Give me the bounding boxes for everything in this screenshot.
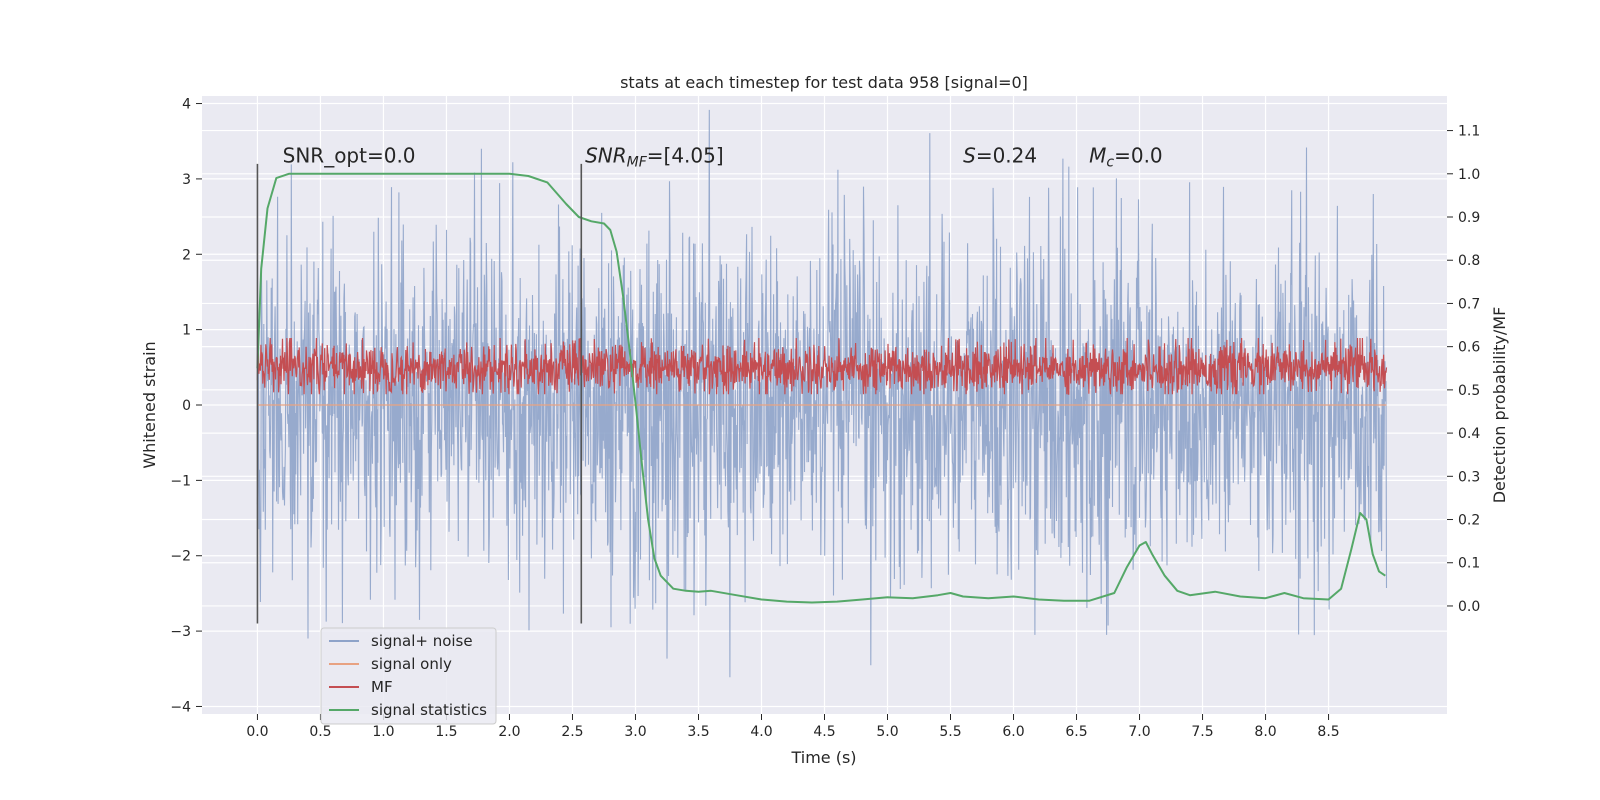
y-tick-label-right: 1.1: [1458, 124, 1480, 140]
annotation-snr-opt-snr-opt: SNR_opt=0.0: [283, 143, 416, 167]
x-tick-label: 0.0: [246, 724, 268, 740]
legend-label-signal-only: signal only: [371, 655, 452, 673]
y-axis-right: 1.1 1.0 0.9 0.8 0.7 0.6 0.5 0.4 0.3 0.2 0.1 0.0: [1447, 124, 1480, 615]
x-tick-label: 8.5: [1317, 724, 1339, 740]
legend-label-signal-statistics: signal statistics: [371, 701, 487, 719]
x-tick-label: 2.0: [498, 724, 520, 740]
x-tick-label: 1.5: [435, 724, 457, 740]
annotation-s-s-var: S: [963, 143, 976, 167]
x-tick-label: 4.0: [750, 724, 772, 740]
x-tick-label: 5.0: [876, 724, 898, 740]
y-tick-label-right: 0.5: [1458, 383, 1480, 399]
series-signal-noise: [256, 109, 1388, 678]
x-tick-label: 4.5: [813, 724, 835, 740]
annotation-mc-mc-sub: c: [1106, 154, 1114, 170]
y-tick-label-left: −4: [170, 699, 191, 715]
y-tick-label-right: 0.4: [1458, 426, 1480, 442]
legend-item-signal-statistics: signal statistics: [329, 701, 487, 719]
series-mf: [256, 337, 1388, 395]
y-tick-label-left: −2: [170, 549, 191, 565]
y-tick-label-right: 0.1: [1458, 556, 1480, 572]
y-tick-label-left: 1: [182, 323, 191, 339]
x-axis-label: Time (s): [790, 748, 856, 767]
y-tick-label-left: 4: [182, 97, 191, 113]
x-tick-label: 3.5: [687, 724, 709, 740]
y-tick-label-left: −3: [170, 624, 191, 640]
x-tick-label: 5.5: [939, 724, 961, 740]
annotation-mc: Mc=0.0: [1089, 143, 1163, 170]
chart-title: stats at each timestep for test data 958…: [620, 73, 1028, 92]
y-axis-right-label: Detection probability/MF: [1490, 307, 1509, 504]
annotation-snr-mf-snr-mf-val: =[4.05]: [647, 143, 724, 167]
y-tick-label-left: −1: [170, 473, 191, 489]
annotation-mc-mc-var: M: [1089, 143, 1106, 167]
legend: signal+ noise signal only MF signal stat…: [320, 627, 497, 725]
annotation-snr-mf-snr-mf-sub: MF: [627, 154, 648, 170]
x-tick-label: 2.5: [561, 724, 583, 740]
legend-box: [320, 627, 497, 725]
x-tick-label: 8.0: [1254, 724, 1276, 740]
legend-label-mf: MF: [371, 678, 393, 696]
y-tick-label-right: 0.8: [1458, 253, 1480, 269]
y-tick-label-right: 0.9: [1458, 210, 1480, 226]
y-tick-label-right: 0.6: [1458, 340, 1480, 356]
y-tick-label-right: 1.0: [1458, 167, 1480, 183]
annotations: SNR_opt=0.0 SNRMF=[4.05] S=0.24 Mc=0.0: [283, 143, 1163, 170]
x-tick-label: 3.0: [624, 724, 646, 740]
y-tick-label-right: 0.2: [1458, 513, 1480, 529]
legend-item-signal-noise: signal+ noise: [329, 632, 473, 650]
series-layer: [256, 109, 1388, 678]
x-tick-label: 6.0: [1002, 724, 1024, 740]
y-tick-label-right: 0.3: [1458, 469, 1480, 485]
x-tick-label: 7.5: [1191, 724, 1213, 740]
y-tick-label-left: 2: [182, 247, 191, 263]
x-axis: 0.0 0.5 1.0 1.5 2.0 2.5 3.0 3.5 4.0 4.5 5.0 5.5 6.0 6…: [246, 714, 1340, 740]
series-signal-statistics: [256, 172, 1386, 604]
legend-item-mf: MF: [329, 678, 393, 696]
annotation-s: S=0.24: [963, 143, 1037, 167]
annotation-snr-opt: SNR_opt=0.0: [283, 143, 416, 167]
x-tick-label: 7.0: [1128, 724, 1150, 740]
annotation-snr-mf: SNRMF=[4.05]: [585, 143, 724, 170]
y-tick-label-left: 3: [182, 172, 191, 188]
y-tick-label-left: 0: [182, 398, 191, 414]
x-tick-label: 6.5: [1065, 724, 1087, 740]
y-tick-label-right: 0.7: [1458, 296, 1480, 312]
annotation-s-s-val: =0.24: [976, 143, 1037, 167]
x-tick-label: 0.5: [309, 724, 331, 740]
x-tick-label: 1.0: [372, 724, 394, 740]
annotation-snr-mf-snr-mf-var: SNR: [585, 143, 627, 167]
legend-label-signal-noise: signal+ noise: [371, 632, 473, 650]
y-axis-left: 4 3 2 1 0 −1 −2 −3 −4: [170, 97, 202, 715]
annotation-mc-mc-val: =0.0: [1114, 143, 1163, 167]
legend-item-signal-only: signal only: [329, 655, 452, 673]
y-axis-label: Whitened strain: [140, 341, 159, 468]
y-tick-label-right: 0.0: [1458, 599, 1480, 615]
